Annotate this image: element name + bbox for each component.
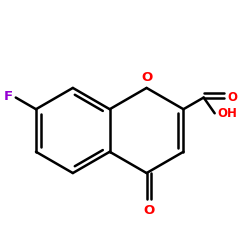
Text: O: O [141, 71, 152, 84]
Text: O: O [143, 204, 154, 217]
Text: OH: OH [217, 107, 237, 120]
Text: F: F [4, 90, 13, 103]
Text: O: O [227, 91, 237, 104]
